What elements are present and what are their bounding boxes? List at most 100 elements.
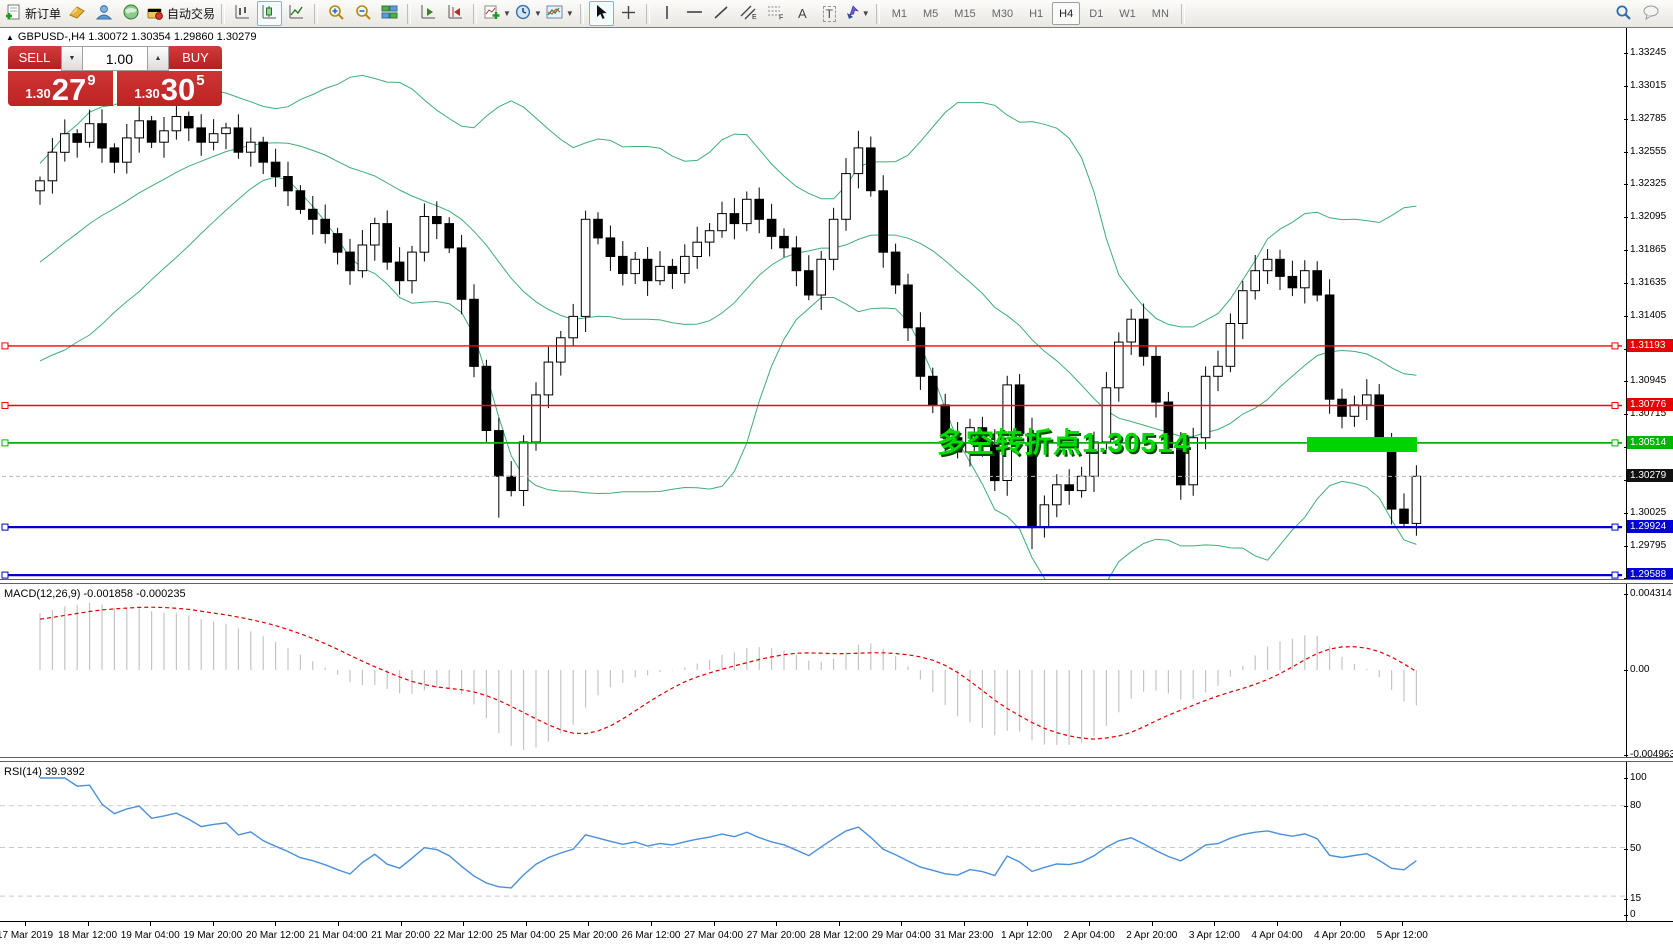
date-axis-label: 5 Apr 12:00: [1376, 930, 1428, 941]
volume-input[interactable]: 1.00: [83, 46, 147, 71]
rsi-panel-divider[interactable]: [0, 757, 1673, 762]
crosshair-tool-button[interactable]: [616, 1, 641, 26]
templates-button[interactable]: ▼: [545, 1, 575, 26]
candle-body: [804, 270, 814, 296]
candle-body: [370, 223, 380, 246]
candle-body: [444, 223, 454, 249]
chart-annotation-text[interactable]: 多空转折点1.30514: [937, 427, 1191, 458]
dropdown-arrow-icon: ▼: [565, 9, 574, 18]
date-axis-label: 19 Mar 04:00: [120, 930, 180, 941]
cursor-tool-button[interactable]: [588, 1, 614, 26]
line-chart-icon: [288, 4, 305, 23]
horizontal-line-icon: [686, 6, 703, 21]
auto-scroll-icon: [420, 4, 437, 23]
date-axis-label: 25 Mar 20:00: [558, 930, 618, 941]
fibonacci-tool-button[interactable]: F: [763, 1, 788, 26]
date-axis-label: 3 Apr 12:00: [1188, 930, 1240, 941]
macd-panel[interactable]: [0, 584, 1626, 757]
candle-body: [977, 427, 988, 446]
candle-body: [556, 337, 566, 363]
vertical-line-tool-button[interactable]: [655, 1, 680, 26]
volume-increase-button[interactable]: ▲: [147, 46, 169, 71]
timeframe-h4[interactable]: H4: [1052, 2, 1081, 25]
tile-windows-button[interactable]: [377, 1, 402, 26]
buy-price-button[interactable]: 1.30 30 5: [117, 71, 222, 106]
candle-body: [432, 216, 442, 225]
auto-scroll-button[interactable]: [416, 1, 441, 26]
rsi-panel[interactable]: [0, 762, 1626, 921]
timeframe-w1[interactable]: W1: [1119, 7, 1136, 20]
new-order-icon: [5, 4, 22, 24]
candle-body: [1225, 323, 1236, 367]
price-chart[interactable]: [0, 28, 1626, 580]
arrows-tool-button[interactable]: ▼: [844, 1, 871, 26]
sell-button[interactable]: SELL: [8, 46, 61, 71]
annotation-rectangle[interactable]: [1307, 437, 1417, 452]
line-chart-button[interactable]: [284, 1, 309, 26]
metaeditor-button[interactable]: [64, 1, 89, 26]
chart-shift-icon: [447, 4, 464, 23]
volume-decrease-button[interactable]: ▼: [61, 46, 83, 71]
autotrading-button[interactable]: 自动交易: [145, 1, 216, 26]
candlestick-chart-button[interactable]: [257, 1, 283, 26]
timeframe-m1[interactable]: M1: [891, 7, 907, 20]
candle-body: [965, 427, 975, 453]
hline-marker: [1, 523, 9, 531]
collapse-triangle-icon[interactable]: ▲: [6, 32, 14, 42]
date-axis-label: 27 Mar 20:00: [746, 930, 806, 941]
market-button[interactable]: [118, 1, 143, 26]
price-badge-1.30776: 1.30776: [1627, 398, 1673, 412]
timeframe-m30[interactable]: M30: [991, 7, 1014, 20]
bollinger-lower-band: [39, 176, 1417, 580]
candle-body: [518, 441, 529, 491]
trendline-tool-button[interactable]: [709, 1, 734, 26]
zoom-in-button[interactable]: [323, 1, 348, 26]
chart-shift-button[interactable]: [443, 1, 468, 26]
sell-price-button[interactable]: 1.30 27 9: [8, 71, 113, 106]
bar-chart-button[interactable]: [230, 1, 255, 26]
timeframe-m15[interactable]: M15: [954, 7, 976, 20]
horizontal-line-tool-button[interactable]: [682, 1, 707, 26]
toolbar-separator: [875, 3, 880, 24]
price-axis-tick: 1.31865: [1623, 244, 1667, 255]
date-axis-label: 26 Mar 12:00: [621, 930, 681, 941]
candle-body: [1324, 294, 1335, 400]
candle-body: [580, 218, 591, 317]
date-axis-tick: [1151, 922, 1153, 926]
candle-body: [1250, 270, 1261, 292]
candle-body: [481, 365, 492, 431]
search-button[interactable]: [1611, 1, 1636, 26]
channel-e-glyph: E: [752, 14, 757, 20]
price-badge-1.29924: 1.29924: [1627, 520, 1673, 534]
buy-button[interactable]: BUY: [169, 46, 222, 71]
date-axis-tick: [212, 922, 214, 926]
timeframe-h1[interactable]: H1: [1029, 7, 1044, 20]
date-axis-tick: [400, 922, 402, 926]
zoom-out-icon: [354, 4, 372, 24]
timeframe-d1[interactable]: D1: [1089, 7, 1104, 20]
zoom-out-button[interactable]: [350, 1, 375, 26]
chat-button[interactable]: [1638, 1, 1663, 26]
candle-body: [208, 133, 219, 143]
timeframe-mn[interactable]: MN: [1151, 7, 1169, 20]
equidistant-channel-tool-button[interactable]: E: [736, 1, 761, 26]
price-axis-tick: 1.29795: [1623, 539, 1667, 551]
periods-button[interactable]: ▼: [514, 1, 543, 26]
profile-button[interactable]: [91, 1, 116, 26]
candle-body: [717, 213, 727, 232]
toolbar-separator: [579, 3, 584, 24]
date-axis-label: 21 Mar 20:00: [371, 930, 431, 941]
candle-body: [246, 141, 256, 153]
date-axis[interactable]: 17 Mar 2019 18 Mar 12:00 19 Mar 04:00 19 Ma…: [0, 921, 1673, 947]
macd-value-main: -0.001858: [83, 588, 134, 600]
macd-panel-divider[interactable]: [0, 579, 1673, 584]
label-tool-button[interactable]: T: [817, 1, 842, 26]
new-order-button[interactable]: 新订单: [4, 1, 62, 26]
timeframe-m5[interactable]: M5: [923, 7, 939, 20]
price-axis[interactable]: 1.33245 1.33015 1.32785 1.32555 1.32325 1.320…: [1623, 28, 1673, 947]
candle-body: [382, 223, 392, 263]
indicators-button[interactable]: ▼: [482, 1, 512, 26]
candle-body: [345, 251, 355, 272]
text-tool-button[interactable]: A: [790, 1, 815, 26]
